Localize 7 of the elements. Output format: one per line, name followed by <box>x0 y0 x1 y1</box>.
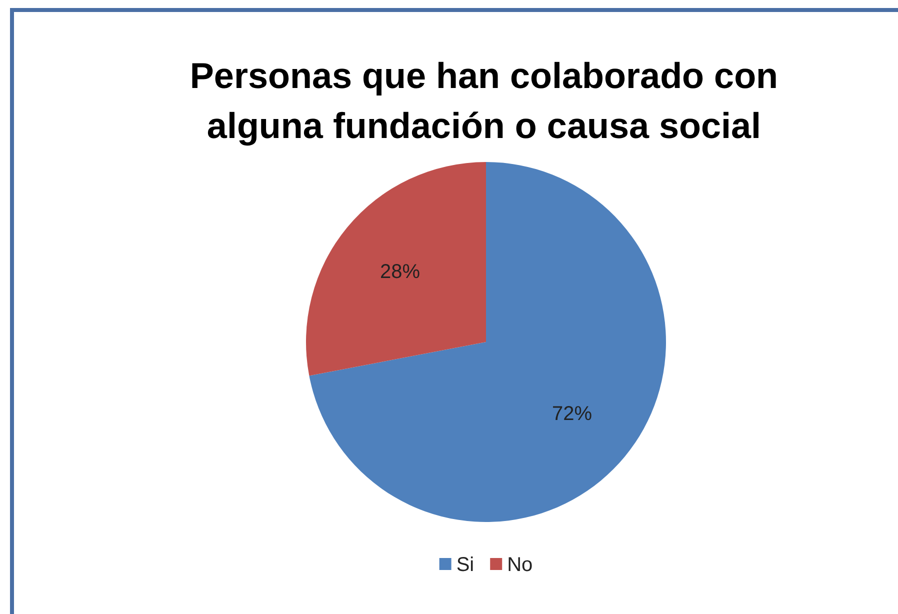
data-label: 72% <box>552 403 592 426</box>
legend-label: No <box>507 554 533 576</box>
chart-title: Personas que han colaborado con alguna fundación o causa social <box>190 55 778 146</box>
pie-slice <box>309 162 666 522</box>
pie-slice <box>306 162 486 376</box>
data-label: 28% <box>380 260 420 283</box>
legend-label: Si <box>456 554 474 576</box>
